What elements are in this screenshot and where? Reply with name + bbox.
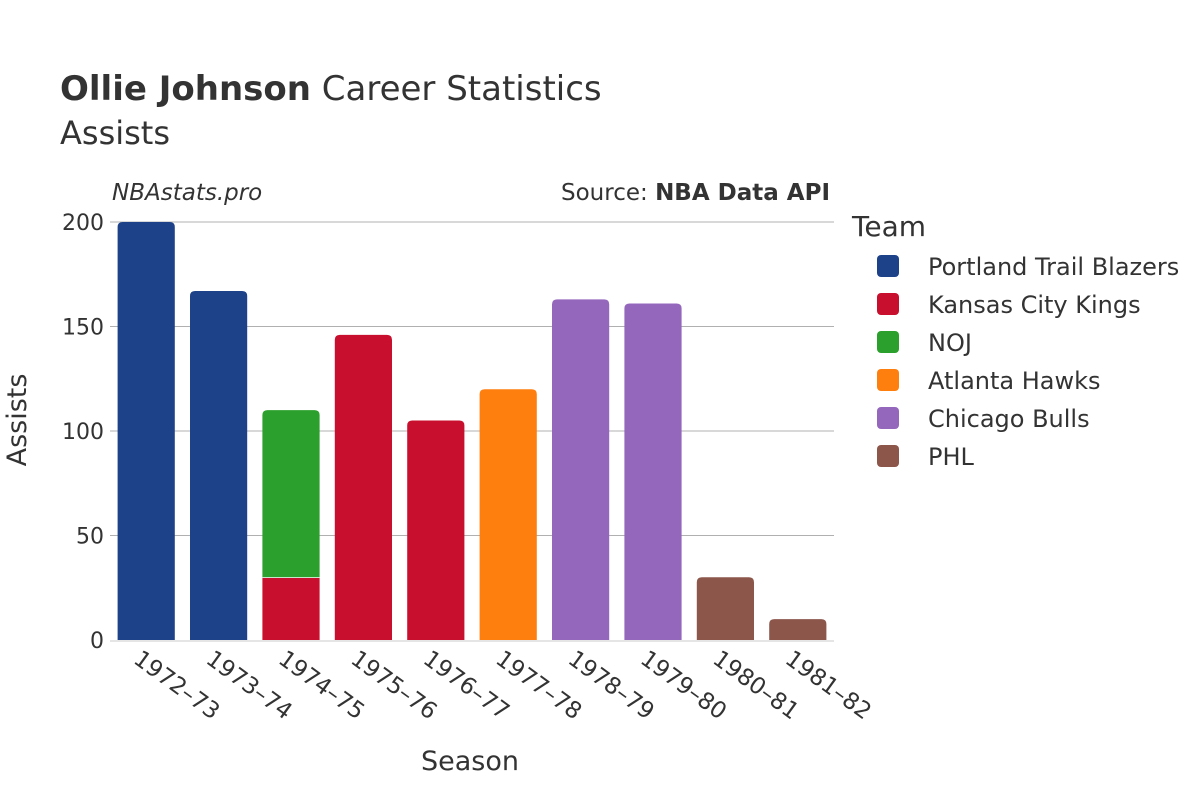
- legend-label: Kansas City Kings: [928, 291, 1141, 319]
- x-tick-labels: 1972–731973–741974–751975–761976–771977–…: [129, 646, 876, 725]
- y-tick-label: 200: [62, 211, 104, 236]
- source-credit: Source: NBA Data API: [561, 180, 830, 206]
- y-tick-label: 100: [62, 420, 104, 445]
- bar-segment: [262, 577, 320, 640]
- bar-segment: [696, 577, 754, 640]
- legend-swatch: [877, 331, 899, 353]
- watermark: NBAstats.pro: [112, 180, 262, 206]
- bar-segment: [479, 389, 537, 640]
- legend-swatch: [877, 407, 899, 429]
- legend-swatch: [877, 369, 899, 391]
- y-tick-label: 150: [62, 316, 104, 341]
- chart-subtitle: Assists: [60, 114, 170, 152]
- bar-segment: [624, 303, 682, 640]
- legend-label: Chicago Bulls: [928, 405, 1090, 433]
- legend-swatch: [877, 293, 899, 315]
- y-axis-title: Assists: [2, 374, 33, 467]
- x-axis-title: Season: [421, 746, 519, 777]
- chart-title: Ollie Johnson Career Statistics: [60, 69, 602, 109]
- legend-label: NOJ: [928, 329, 972, 357]
- legend: Portland Trail Blazers Kansas City Kings N…: [877, 253, 1179, 471]
- bar-segment: [552, 299, 610, 640]
- legend-label: PHL: [928, 443, 975, 471]
- chart-title-player: Ollie Johnson: [60, 69, 311, 109]
- legend-label: Atlanta Hawks: [928, 367, 1101, 395]
- y-tick-label: 0: [90, 629, 104, 654]
- source-prefix: Source:: [561, 180, 655, 206]
- bars: [117, 222, 827, 640]
- y-tick-label: 50: [76, 525, 104, 550]
- source-name: NBA Data API: [655, 180, 830, 206]
- legend-swatch: [877, 255, 899, 277]
- legend-swatch: [877, 445, 899, 467]
- bar-segment: [190, 290, 248, 640]
- bar-segment: [769, 619, 827, 640]
- bar-segment: [407, 420, 465, 640]
- legend-title: Team: [851, 210, 926, 243]
- y-tick-labels: 0 50 100 150 200: [62, 211, 104, 654]
- bar-segment: [262, 410, 320, 578]
- bar-segment: [334, 334, 392, 640]
- chart-title-rest: Career Statistics: [311, 69, 602, 109]
- bar-segment: [117, 222, 175, 640]
- legend-label: Portland Trail Blazers: [928, 253, 1179, 281]
